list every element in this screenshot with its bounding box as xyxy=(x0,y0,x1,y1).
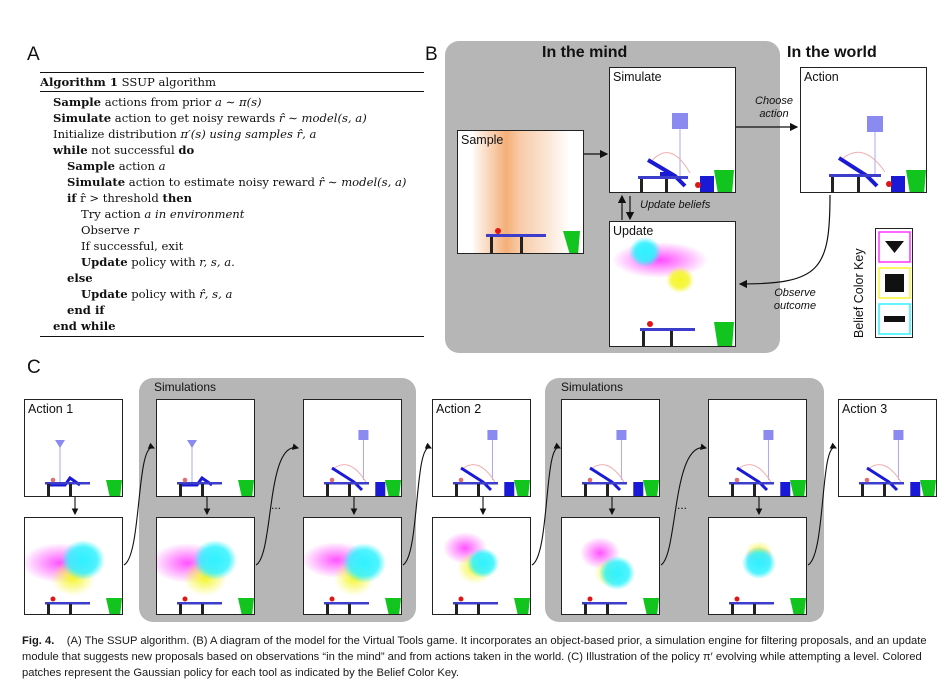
algorithm-line: Update policy with r̂, s, a xyxy=(81,287,233,301)
belief-state-frame xyxy=(708,517,807,615)
belief-illustration xyxy=(729,541,806,614)
algorithm-line: while not successful do xyxy=(53,143,195,157)
belief-illustration xyxy=(304,542,401,614)
action-scene-frame: Action 1 xyxy=(24,399,123,497)
algorithm-line: if r̂ > threshold then xyxy=(67,191,193,205)
update-illustration xyxy=(612,237,734,346)
belief-state-frame xyxy=(561,517,660,615)
simulations-label-2: Simulations xyxy=(561,380,624,394)
algorithm-line: Initialize distribution π′(s) using samp… xyxy=(53,127,317,141)
sample-illustration xyxy=(473,131,580,253)
action-scene-label: Action 3 xyxy=(842,402,888,416)
panel-b-letter: B xyxy=(425,44,438,65)
simulation-scene-frame xyxy=(156,399,255,497)
sample-frame: Sample xyxy=(457,130,584,254)
belief-illustration xyxy=(580,537,659,614)
observe-outcome-label: Observe outcome xyxy=(773,287,817,312)
scene-illustration xyxy=(45,440,122,496)
update-beliefs-label: Update beliefs xyxy=(640,199,711,211)
ellipsis-2: ... xyxy=(677,498,688,512)
simulation-scene-frame xyxy=(708,399,807,497)
simulation-scene-frame xyxy=(561,399,660,497)
action-scene-frame: Action 3 xyxy=(838,399,937,497)
choose-action-label: Choose action xyxy=(755,95,793,120)
panel-a-letter: A xyxy=(27,44,40,65)
in-the-world-heading: In the world xyxy=(787,44,877,61)
algorithm-line: Simulate action to estimate noisy reward… xyxy=(67,175,407,189)
algorithm-line: end if xyxy=(67,303,105,317)
simulate-label: Simulate xyxy=(613,70,662,84)
belief-state-frame xyxy=(303,517,402,615)
action-scene-label: Action 2 xyxy=(436,402,482,416)
simulation-scene-frame xyxy=(303,399,402,497)
belief-state-frame xyxy=(432,517,531,615)
algorithm-line: If successful, exit xyxy=(81,239,184,253)
action-frame: Action xyxy=(800,67,927,193)
algorithm-line: Try action a in environment xyxy=(81,207,245,221)
action-scene-label: Action 1 xyxy=(28,402,74,416)
caption-fig-number: Fig. 4. xyxy=(22,635,55,647)
figure-caption: Fig. 4. (A) The SSUP algorithm. (B) A di… xyxy=(22,633,944,681)
action-label: Action xyxy=(804,70,839,84)
belief-key-icons xyxy=(878,231,911,335)
algorithm-title: Algorithm 1 SSUP algorithm xyxy=(40,75,216,89)
simulate-frame: Simulate xyxy=(609,67,736,193)
caption-text: (A) The SSUP algorithm. (B) A diagram of… xyxy=(22,635,927,679)
belief-color-key xyxy=(875,228,913,338)
simulations-label-1: Simulations xyxy=(154,380,217,394)
scene-illustration xyxy=(582,430,659,496)
ellipsis-1: ... xyxy=(271,498,282,512)
algorithm-line: Update policy with r, s, a. xyxy=(81,255,235,269)
in-the-mind-heading: In the mind xyxy=(542,44,628,61)
scene-illustration xyxy=(177,440,254,496)
belief-illustration xyxy=(25,540,122,614)
action-scene-frame: Action 2 xyxy=(432,399,531,497)
algorithm-line: Sample action a xyxy=(67,159,166,173)
algorithm-line: Sample actions from prior a ∼ π(s) xyxy=(53,95,262,109)
action-illustration xyxy=(829,116,926,192)
scene-illustration xyxy=(729,430,806,496)
belief-illustration xyxy=(157,540,254,614)
scene-illustration xyxy=(453,430,530,496)
algorithm-box: Algorithm 1 SSUP algorithm Sample action… xyxy=(40,72,424,337)
observe-outcome-arrow xyxy=(738,194,831,289)
belief-illustration xyxy=(443,532,530,614)
update-frame: Update xyxy=(609,221,736,347)
scene-illustration xyxy=(859,430,936,496)
simulate-illustration xyxy=(638,113,734,192)
algorithm-line: Simulate action to get noisy rewards r̂ … xyxy=(53,111,367,125)
belief-state-frame xyxy=(24,517,123,615)
algorithm-line: else xyxy=(67,271,93,285)
panel-c-letter: C xyxy=(27,357,41,378)
scene-illustration xyxy=(324,430,401,496)
belief-state-frame xyxy=(156,517,255,615)
algorithm-line: end while xyxy=(53,319,116,333)
sample-label: Sample xyxy=(461,133,504,147)
update-label: Update xyxy=(613,224,654,238)
algorithm-lines: Sample actions from prior a ∼ π(s) Simula… xyxy=(40,92,424,334)
algorithm-line: Observe r xyxy=(81,223,139,237)
